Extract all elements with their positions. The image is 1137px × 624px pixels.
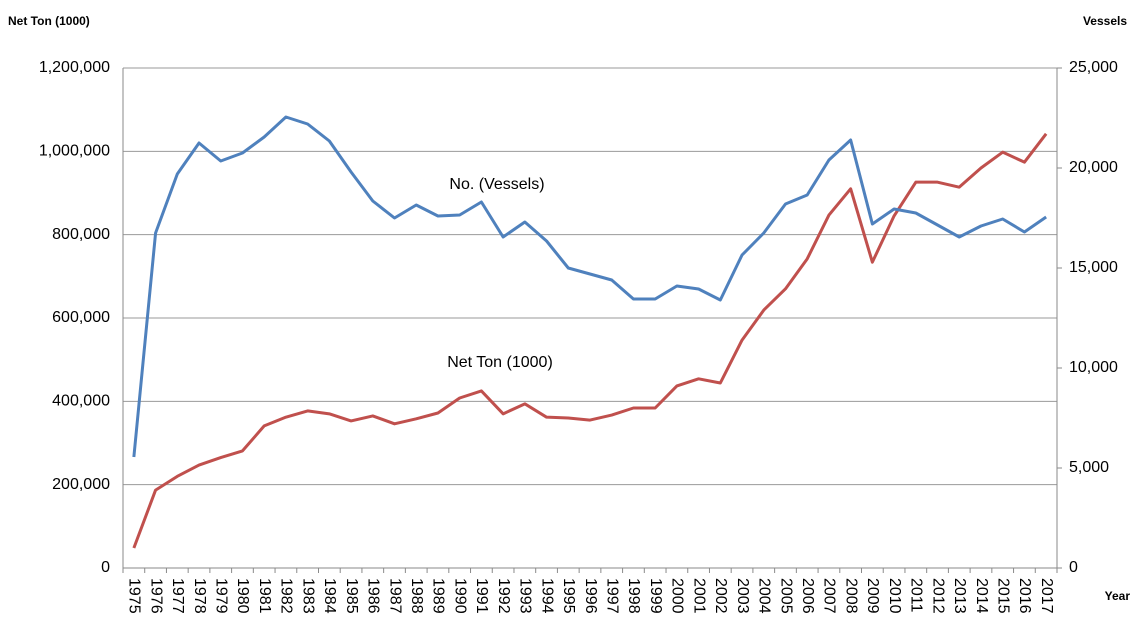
x-tick-label: 1995 bbox=[560, 578, 577, 614]
y2-tick-label: 10,000 bbox=[1069, 359, 1118, 376]
y-tick-label: 0 bbox=[101, 559, 110, 576]
y-tick-label: 800,000 bbox=[52, 226, 110, 243]
x-tick-label: 2008 bbox=[842, 578, 859, 614]
y-axis-title: Net Ton (1000) bbox=[8, 14, 90, 28]
x-tick-label: 2002 bbox=[712, 578, 729, 614]
y2-tick-label: 0 bbox=[1069, 559, 1078, 576]
y2-tick-label: 25,000 bbox=[1069, 59, 1118, 76]
y-tick-label: 400,000 bbox=[52, 393, 110, 410]
x-tick-label: 1975 bbox=[126, 578, 143, 614]
x-tick-label: 1988 bbox=[408, 578, 425, 614]
x-tick-label: 2017 bbox=[1038, 578, 1055, 614]
x-tick-label: 1980 bbox=[234, 578, 251, 614]
x-tick-label: 1979 bbox=[213, 578, 230, 614]
x-tick-label: 1981 bbox=[256, 578, 273, 614]
x-tick-label: 1986 bbox=[365, 578, 382, 614]
y-tick-label: 1,200,000 bbox=[39, 59, 110, 76]
x-tick-label: 1998 bbox=[625, 578, 642, 614]
line-series bbox=[132, 115, 1047, 458]
x-tick-label: 1977 bbox=[169, 578, 186, 614]
line-series bbox=[132, 132, 1048, 549]
x-tick-label: 2010 bbox=[886, 578, 903, 614]
series-annotation: No. (Vessels) bbox=[449, 176, 544, 193]
x-tick-label: 2014 bbox=[973, 578, 990, 614]
x-tick-label: 2016 bbox=[1016, 578, 1033, 614]
x-tick-label: 2003 bbox=[734, 578, 751, 614]
x-tick-label: 1984 bbox=[321, 578, 338, 614]
x-tick-label: 1983 bbox=[299, 578, 316, 614]
x-tick-label: 1978 bbox=[191, 578, 208, 614]
x-tick-label: 2007 bbox=[821, 578, 838, 614]
x-tick-label: 1997 bbox=[603, 578, 620, 614]
x-tick-label: 2000 bbox=[669, 578, 686, 614]
y2-tick-label: 5,000 bbox=[1069, 459, 1109, 476]
x-tick-label: 1989 bbox=[430, 578, 447, 614]
x-axis-title: Year bbox=[1105, 589, 1131, 603]
x-tick-label: 2005 bbox=[777, 578, 794, 614]
x-tick-label: 1999 bbox=[647, 578, 664, 614]
x-tick-label: 1985 bbox=[343, 578, 360, 614]
x-tick-label: 1991 bbox=[473, 578, 490, 614]
x-tick-label: 2011 bbox=[908, 578, 925, 613]
x-tick-label: 2015 bbox=[994, 578, 1011, 614]
y2-axis-title: Vessels bbox=[1083, 14, 1127, 28]
series-annotation: Net Ton (1000) bbox=[447, 354, 553, 371]
x-tick-label: 1994 bbox=[538, 578, 555, 614]
x-tick-label: 2012 bbox=[929, 578, 946, 614]
x-tick-label: 1992 bbox=[495, 578, 512, 614]
x-tick-label: 2001 bbox=[690, 578, 707, 614]
y2-tick-label: 20,000 bbox=[1069, 159, 1118, 176]
x-tick-label: 1982 bbox=[278, 578, 295, 614]
x-tick-label: 2013 bbox=[951, 578, 968, 614]
y2-tick-label: 15,000 bbox=[1069, 259, 1118, 276]
x-tick-label: 1987 bbox=[386, 578, 403, 614]
y-tick-label: 200,000 bbox=[52, 476, 110, 493]
y-tick-label: 600,000 bbox=[52, 309, 110, 326]
x-tick-label: 2004 bbox=[756, 578, 773, 614]
x-tick-label: 1993 bbox=[517, 578, 534, 614]
x-tick-label: 1996 bbox=[582, 578, 599, 614]
y-tick-label: 1,000,000 bbox=[39, 143, 110, 160]
x-tick-label: 2009 bbox=[864, 578, 881, 614]
x-tick-label: 1976 bbox=[147, 578, 164, 614]
x-tick-label: 2006 bbox=[799, 578, 816, 614]
x-tick-label: 1990 bbox=[451, 578, 468, 614]
